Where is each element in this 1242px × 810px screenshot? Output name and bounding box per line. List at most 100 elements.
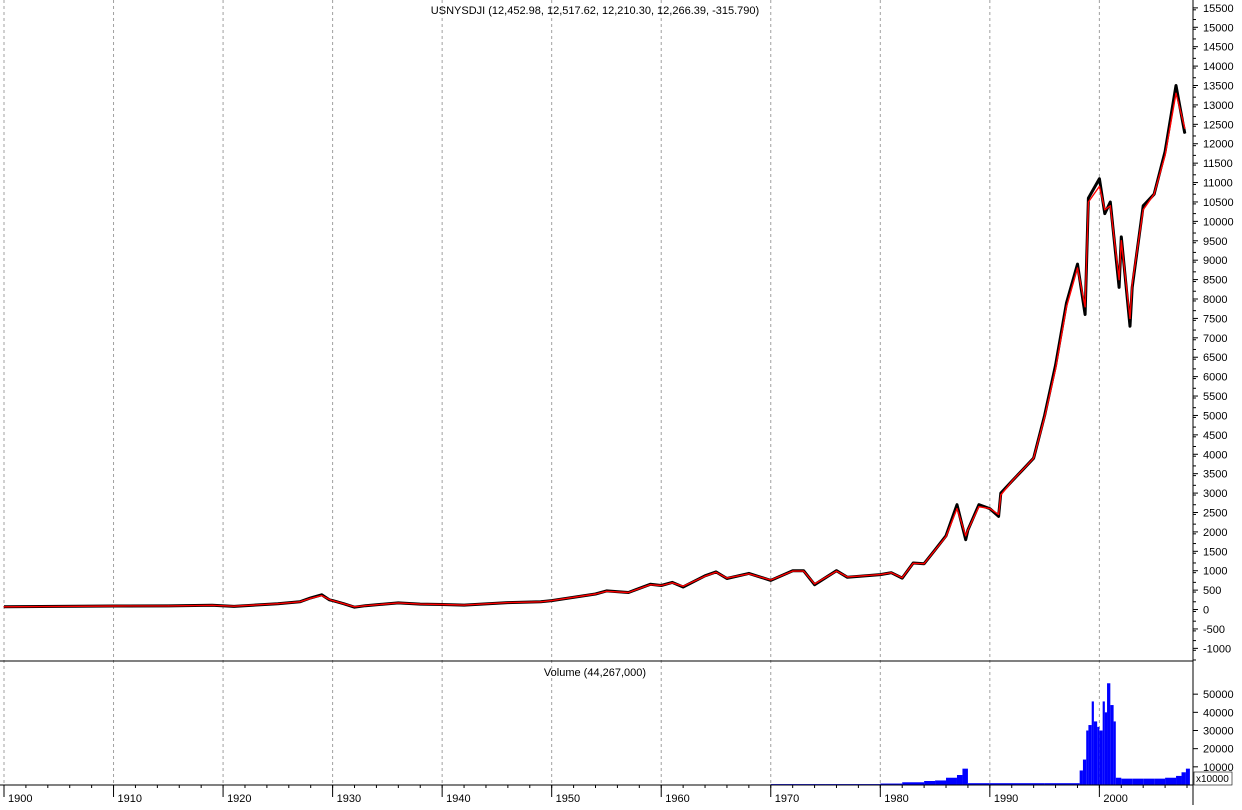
volume-bar — [1154, 778, 1166, 785]
price-tick-label-5000: 5000 — [1203, 410, 1227, 422]
price-point — [890, 572, 892, 574]
price-point — [1076, 263, 1079, 265]
volume-bar — [962, 768, 968, 785]
price-point — [671, 582, 673, 584]
price-point — [901, 577, 903, 579]
price-point — [1118, 286, 1120, 288]
price-point — [682, 585, 684, 587]
price-point — [912, 562, 914, 564]
price-point — [1098, 185, 1100, 188]
price-tick-label--1000: -1000 — [1203, 643, 1231, 655]
price-point — [1000, 494, 1002, 496]
price-point — [1084, 313, 1086, 316]
price-point — [1054, 368, 1057, 370]
price-tick-label-8000: 8000 — [1203, 294, 1227, 306]
price-point — [342, 603, 345, 605]
price-point — [978, 506, 980, 508]
price-tick-label-4000: 4000 — [1203, 449, 1227, 461]
price-tick-label-13000: 13000 — [1203, 100, 1234, 112]
price-point — [463, 604, 465, 606]
grid-layer — [3, 0, 1100, 785]
price-point — [1076, 267, 1079, 269]
price-tick-label-3500: 3500 — [1203, 469, 1227, 481]
volume-bar — [924, 781, 936, 785]
volume-bar — [1185, 768, 1190, 785]
volume-layer — [770, 683, 1190, 786]
price-point — [1087, 197, 1090, 199]
price-tick-label-4500: 4500 — [1203, 430, 1227, 442]
volume-bar — [1104, 712, 1108, 785]
volume-tick-label-40000: 40000 — [1203, 707, 1234, 719]
price-tick-label--500: -500 — [1203, 624, 1225, 636]
price-point — [1109, 205, 1111, 207]
price-point — [956, 508, 958, 510]
price-point — [1120, 240, 1122, 242]
price-point — [1000, 492, 1002, 494]
price-tick-label-14500: 14500 — [1203, 42, 1234, 54]
price-point — [507, 601, 509, 604]
price-tick-label-12000: 12000 — [1203, 139, 1234, 151]
volume-bar — [1107, 683, 1111, 785]
price-point — [997, 515, 1000, 517]
price-point — [1129, 325, 1131, 327]
volume-bar — [1079, 770, 1083, 785]
x-axis: 1900 1910 1920 1930 1940 1950 1960 1970 1980 1990… — [3, 785, 1188, 805]
volume-tick-label-50000: 50000 — [1203, 689, 1234, 701]
price-point — [1175, 84, 1177, 87]
x-tick-label-1980: 1980 — [884, 793, 908, 805]
price-point — [1184, 127, 1186, 129]
price-tick-label-10500: 10500 — [1203, 197, 1234, 209]
volume-bar — [1165, 777, 1177, 785]
price-point — [1033, 457, 1035, 459]
price-point — [321, 594, 323, 597]
price-point — [879, 574, 881, 576]
frame-layer — [0, 0, 1194, 805]
price-point — [167, 605, 169, 607]
volume-bar — [1102, 701, 1105, 785]
volume-bar — [1093, 721, 1098, 785]
price-tick-label-15000: 15000 — [1203, 22, 1234, 34]
volume-bar — [1110, 705, 1114, 785]
price-point — [1104, 213, 1106, 215]
price-point — [803, 570, 805, 572]
price-layer — [3, 84, 1187, 609]
x-tick-label-1950: 1950 — [556, 793, 580, 805]
price-tick-label-10000: 10000 — [1203, 216, 1234, 228]
price-point — [792, 570, 794, 572]
volume-bar — [956, 775, 963, 785]
price-point — [1098, 178, 1100, 180]
price-point — [956, 504, 958, 506]
price-point — [748, 573, 750, 575]
volume-bar — [902, 782, 925, 785]
price-point — [328, 598, 330, 601]
price-tick-label-3000: 3000 — [1203, 488, 1227, 500]
price-point — [112, 605, 115, 607]
price-point — [978, 504, 980, 506]
price-point — [660, 584, 662, 587]
price-point — [277, 603, 279, 605]
price-point — [1087, 201, 1090, 203]
price-point — [1109, 201, 1111, 203]
price-tick-label-7500: 7500 — [1203, 313, 1227, 325]
price-point — [997, 513, 1000, 516]
volume-tick-label-30000: 30000 — [1203, 726, 1234, 738]
price-tick-label-11000: 11000 — [1203, 178, 1233, 190]
price-point — [627, 591, 629, 594]
price-tick-label-1500: 1500 — [1203, 546, 1227, 558]
x-tick-label-1930: 1930 — [337, 793, 361, 805]
price-point — [704, 575, 706, 577]
price-point — [989, 508, 991, 510]
price-point — [1065, 306, 1068, 308]
price-point — [332, 600, 334, 602]
price-point — [299, 601, 301, 603]
price-tick-label-6500: 6500 — [1203, 352, 1227, 364]
price-tick-label-15500: 15500 — [1203, 3, 1234, 15]
volume-bar — [1088, 725, 1092, 785]
price-point — [649, 584, 651, 586]
price-point — [58, 605, 60, 608]
price-point — [1084, 306, 1086, 308]
volume-bar — [1181, 772, 1186, 785]
